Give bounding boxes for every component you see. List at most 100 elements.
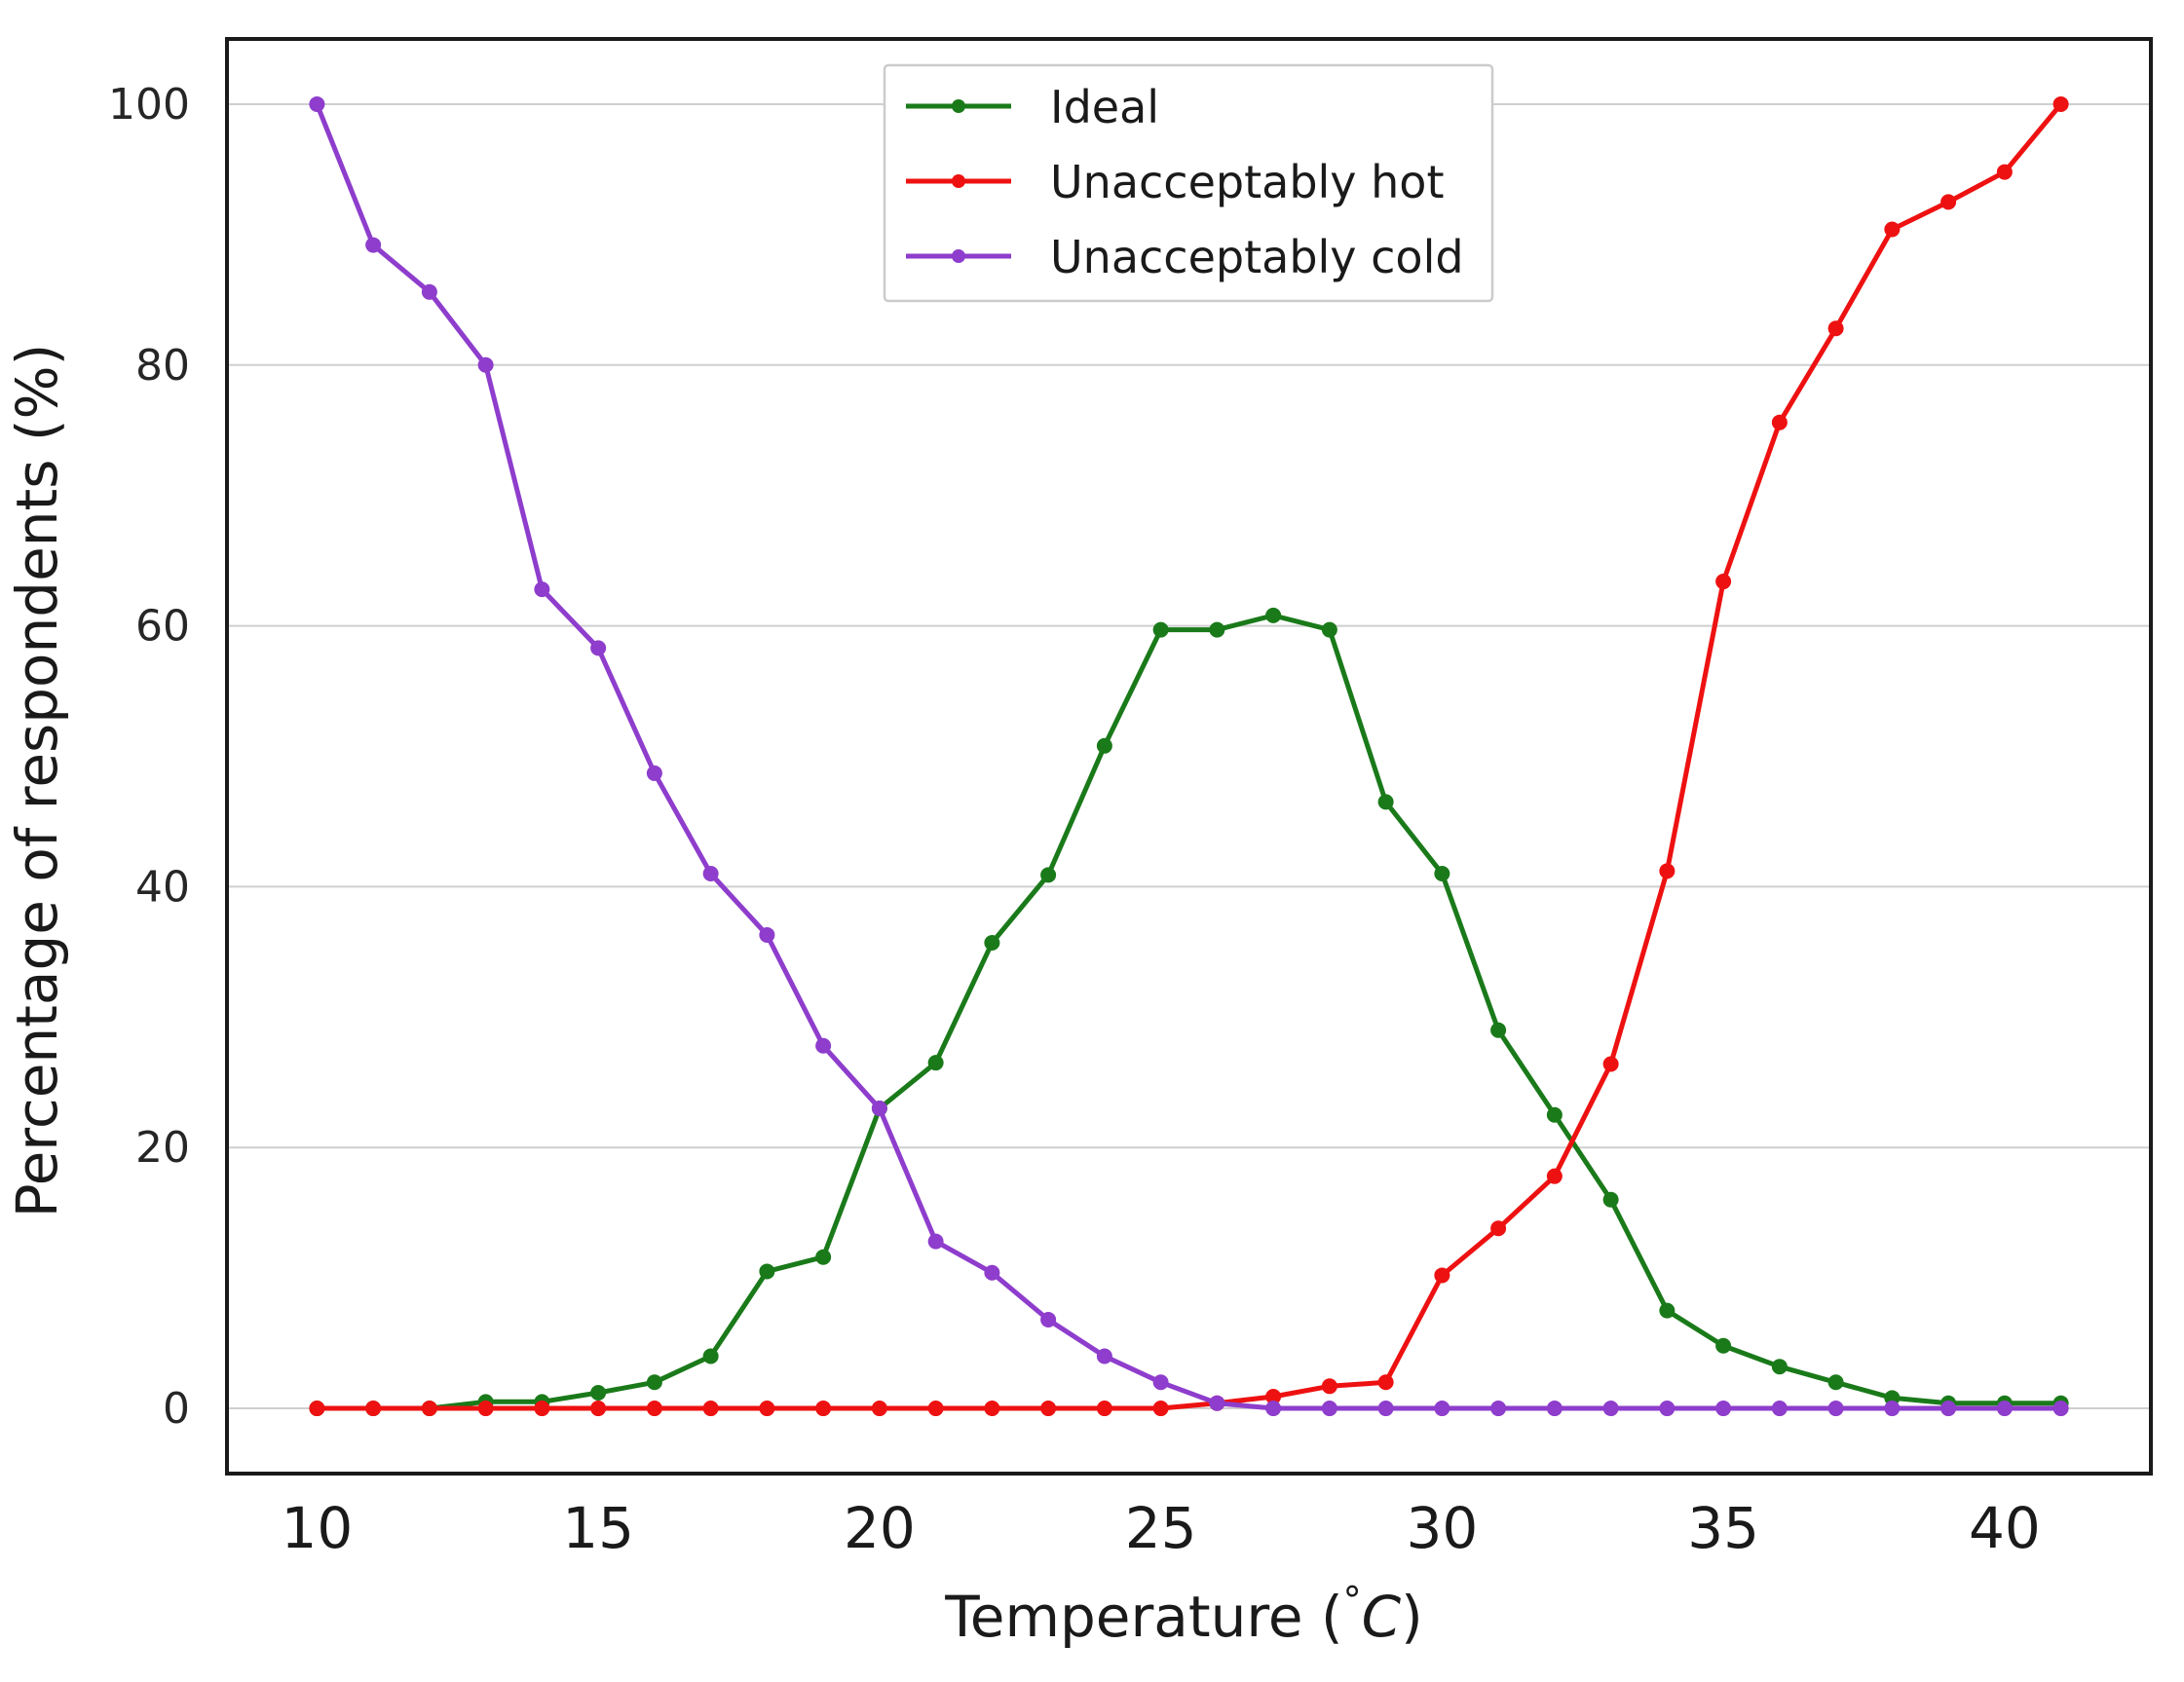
data-point-unacceptably-hot: [590, 1401, 607, 1417]
data-point-unacceptably-cold: [365, 237, 382, 253]
data-point-unacceptably-hot: [1602, 1056, 1619, 1072]
data-point-unacceptably-cold: [1546, 1401, 1563, 1417]
data-point-unacceptably-hot: [365, 1401, 382, 1417]
x-axis-label-main: Temperature (: [944, 1584, 1342, 1650]
data-point-ideal: [1434, 866, 1450, 882]
y-tick-label: 60: [135, 602, 190, 652]
x-tick-label: 20: [844, 1495, 916, 1561]
data-point-unacceptably-hot: [759, 1401, 775, 1417]
series-layer: [309, 95, 2069, 1417]
legend-swatch-marker: [952, 249, 965, 263]
legend-entry-unacceptably-cold: Unacceptably cold: [906, 231, 1464, 283]
data-point-unacceptably-cold: [1659, 1401, 1676, 1417]
data-point-unacceptably-cold: [590, 640, 607, 656]
data-point-unacceptably-cold: [309, 95, 325, 112]
x-tick-label: 30: [1406, 1495, 1478, 1561]
x-axis-ticks: 10 15 20 25 30 35 40: [281, 1495, 2040, 1561]
x-tick-label: 25: [1125, 1495, 1197, 1561]
legend-label: Unacceptably cold: [1050, 231, 1464, 283]
data-point-unacceptably-hot: [1659, 863, 1676, 879]
data-point-unacceptably-hot: [1265, 1388, 1282, 1404]
data-point-unacceptably-hot: [1321, 1378, 1337, 1395]
data-point-ideal: [646, 1374, 662, 1391]
data-point-unacceptably-hot: [984, 1401, 1000, 1417]
data-point-unacceptably-hot: [1546, 1168, 1563, 1184]
data-point-ideal: [927, 1055, 944, 1071]
series-unacceptably-hot: [309, 95, 2069, 1417]
x-tick-label: 35: [1687, 1495, 1759, 1561]
data-point-unacceptably-cold: [927, 1233, 944, 1250]
data-point-unacceptably-hot: [871, 1401, 887, 1417]
data-point-unacceptably-hot: [1434, 1267, 1450, 1284]
data-point-unacceptably-cold: [2052, 1401, 2069, 1417]
data-point-unacceptably-cold: [1940, 1401, 1957, 1417]
data-point-unacceptably-hot: [1771, 414, 1788, 430]
data-point-unacceptably-cold: [1771, 1401, 1788, 1417]
data-point-unacceptably-hot: [702, 1401, 719, 1417]
data-point-unacceptably-cold: [984, 1264, 1000, 1281]
legend-entry-unacceptably-hot: Unacceptably hot: [906, 156, 1444, 208]
y-axis-label: Percentage of respondents (%): [4, 344, 70, 1218]
data-point-unacceptably-cold: [477, 356, 494, 373]
series-line-unacceptably-hot: [314, 101, 2064, 1411]
x-tick-label: 15: [562, 1495, 634, 1561]
data-point-unacceptably-cold: [702, 866, 719, 882]
data-point-unacceptably-cold: [815, 1037, 832, 1054]
data-point-unacceptably-cold: [1096, 1348, 1112, 1364]
data-point-unacceptably-hot: [1040, 1401, 1057, 1417]
data-point-unacceptably-hot: [927, 1401, 944, 1417]
legend-label: Unacceptably hot: [1050, 156, 1444, 208]
series-unacceptably-cold: [309, 95, 2069, 1417]
data-point-ideal: [1827, 1374, 1844, 1391]
data-point-ideal: [1715, 1337, 1732, 1354]
y-tick-label: 40: [135, 862, 190, 912]
data-point-unacceptably-hot: [1884, 221, 1901, 238]
data-point-unacceptably-hot: [815, 1401, 832, 1417]
data-point-unacceptably-cold: [1827, 1401, 1844, 1417]
data-point-ideal: [759, 1263, 775, 1280]
legend-entry-ideal: Ideal: [906, 81, 1159, 133]
data-point-unacceptably-hot: [1827, 320, 1844, 337]
data-point-ideal: [1602, 1191, 1619, 1208]
data-point-unacceptably-hot: [1096, 1401, 1112, 1417]
y-tick-label: 20: [135, 1123, 190, 1173]
plot-frame: [225, 37, 2153, 1476]
data-point-unacceptably-cold: [1152, 1374, 1169, 1391]
data-point-unacceptably-hot: [1377, 1374, 1394, 1391]
data-point-unacceptably-cold: [1321, 1401, 1337, 1417]
data-point-unacceptably-cold: [1602, 1401, 1619, 1417]
legend-label: Ideal: [1050, 81, 1159, 133]
data-point-unacceptably-cold: [1884, 1401, 1901, 1417]
data-point-unacceptably-cold: [1434, 1401, 1450, 1417]
data-point-unacceptably-hot: [1152, 1401, 1169, 1417]
data-point-unacceptably-cold: [1377, 1401, 1394, 1417]
data-point-unacceptably-cold: [1490, 1401, 1507, 1417]
x-axis-label: Temperature (°C): [944, 1579, 1423, 1650]
legend-swatch-marker: [952, 174, 965, 188]
data-point-ideal: [1265, 607, 1282, 623]
x-axis-label-unit: C: [1362, 1584, 1402, 1650]
data-point-ideal: [1771, 1359, 1788, 1375]
data-point-unacceptably-cold: [421, 283, 437, 300]
data-point-ideal: [1546, 1106, 1563, 1123]
data-point-unacceptably-cold: [1996, 1401, 2013, 1417]
data-point-unacceptably-hot: [1940, 194, 1957, 210]
y-tick-label: 0: [163, 1384, 190, 1434]
data-point-ideal: [1209, 621, 1225, 638]
data-point-ideal: [815, 1249, 832, 1265]
data-point-ideal: [590, 1384, 607, 1401]
series-line-unacceptably-cold: [314, 101, 2064, 1411]
data-point-unacceptably-hot: [646, 1401, 662, 1417]
data-point-ideal: [1321, 621, 1337, 638]
data-point-unacceptably-hot: [309, 1401, 325, 1417]
data-point-ideal: [1096, 737, 1112, 754]
x-axis-label-close: ): [1401, 1584, 1423, 1650]
data-point-unacceptably-cold: [1265, 1401, 1282, 1417]
y-axis-ticks: 0 20 40 60 80 100: [108, 80, 190, 1434]
data-point-unacceptably-hot: [477, 1401, 494, 1417]
data-point-ideal: [1490, 1022, 1507, 1038]
data-point-ideal: [1040, 867, 1057, 883]
x-tick-label: 10: [281, 1495, 353, 1561]
data-point-unacceptably-cold: [534, 581, 550, 598]
